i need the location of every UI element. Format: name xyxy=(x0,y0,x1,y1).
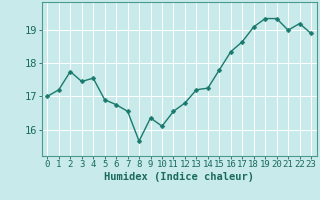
X-axis label: Humidex (Indice chaleur): Humidex (Indice chaleur) xyxy=(104,172,254,182)
